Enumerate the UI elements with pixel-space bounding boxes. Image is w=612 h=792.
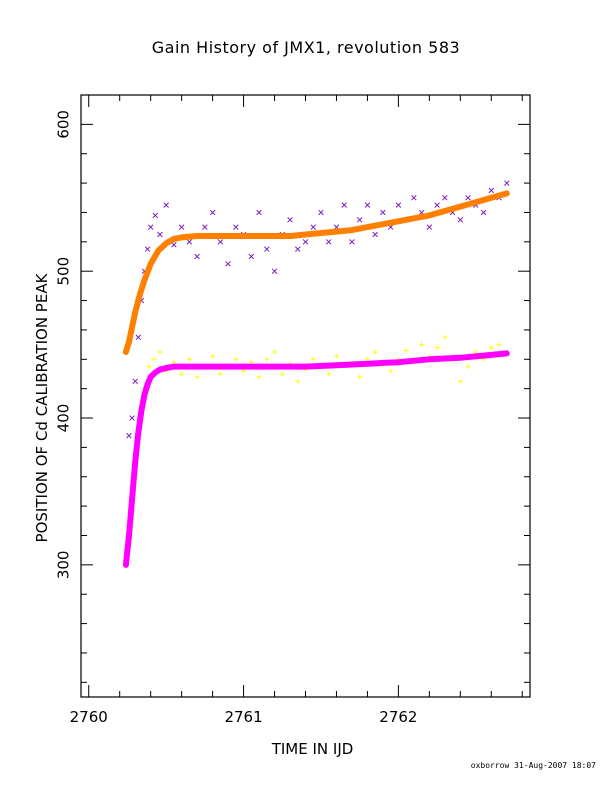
data-point-x (157, 231, 163, 238)
data-point-x (442, 195, 448, 201)
data-point-x (186, 239, 193, 245)
x-tick-label: 2761 (224, 708, 262, 726)
data-point-plus (442, 334, 448, 340)
data-point-x (144, 246, 151, 252)
data-point-x (178, 224, 185, 230)
data-point-x (264, 246, 270, 252)
data-point-plus (279, 371, 285, 377)
data-point-plus (388, 368, 394, 374)
x-tick-label: 2762 (379, 708, 417, 726)
data-point-plus (194, 374, 200, 380)
data-point-x (126, 432, 132, 439)
data-point-x (411, 195, 417, 201)
data-point-x (310, 224, 316, 230)
data-point-plus (256, 374, 262, 380)
data-point-plus (264, 356, 270, 362)
data-point-x (372, 231, 378, 238)
data-point-plus (272, 349, 277, 355)
data-point-x (194, 253, 200, 260)
data-point-plus (419, 342, 425, 348)
data-point-x (152, 212, 159, 219)
y-tick-label: 500 (55, 257, 73, 286)
data-point-x (147, 224, 154, 230)
data-point-x (356, 217, 363, 223)
data-point-plus (326, 371, 332, 377)
data-point-plus (496, 342, 502, 348)
x-axis-label: TIME IN IJD (271, 740, 354, 758)
data-point-plus (457, 378, 463, 384)
data-point-x (295, 246, 301, 252)
plot-frame (80, 94, 531, 698)
data-point-x (248, 253, 255, 260)
data-point-x (163, 202, 169, 208)
y-axis-label: POSITION OF Cd CALIBRATION PEAK (33, 273, 51, 543)
x-tick-label: 2760 (70, 708, 108, 726)
data-point-x (434, 202, 440, 208)
data-point-plus (179, 371, 185, 377)
data-point-x (129, 415, 135, 421)
data-point-x (135, 334, 142, 341)
data-point-plus (233, 356, 239, 362)
data-point-x (457, 217, 464, 223)
data-point-x (504, 180, 510, 186)
data-point-plus (217, 371, 223, 377)
data-point-plus (434, 345, 440, 350)
data-point-x (287, 217, 293, 223)
data-point-plus (210, 353, 216, 359)
footer-stamp: oxborrow 31-Aug-2007 18:07 (470, 761, 596, 770)
data-point-x (364, 202, 371, 208)
data-point-x (302, 239, 309, 245)
data-point-x (225, 261, 231, 267)
data-point-x (341, 202, 347, 208)
fit-curve-2 (122, 190, 510, 355)
data-point-x (325, 239, 332, 245)
data-point-x (380, 209, 386, 216)
data-point-x (465, 195, 471, 201)
data-point-x (318, 209, 324, 216)
data-point-plus (357, 374, 363, 380)
data-point-plus (186, 356, 192, 362)
data-point-plus (488, 345, 494, 350)
data-point-x (202, 224, 208, 230)
data-point-plus (334, 353, 339, 359)
data-point-x (488, 187, 495, 194)
data-point-plus (465, 364, 471, 370)
data-point-x (426, 224, 433, 230)
data-point-plus (403, 348, 409, 353)
data-point-x (256, 209, 262, 216)
data-point-plus (146, 364, 152, 370)
y-tick-label: 300 (55, 551, 73, 580)
y-tick-label: 400 (55, 404, 73, 433)
chart-title: Gain History of JMX1, revolution 583 (151, 38, 461, 57)
y-tick-label: 600 (55, 110, 73, 139)
data-point-plus (310, 356, 316, 362)
data-point-x (271, 268, 278, 274)
data-point-x (132, 378, 138, 385)
data-point-plus (151, 356, 157, 362)
data-point-x (480, 209, 487, 216)
data-point-x (349, 239, 355, 245)
data-point-x (209, 209, 216, 216)
data-point-plus (157, 349, 163, 355)
data-point-x (233, 224, 239, 230)
data-point-plus (295, 378, 301, 384)
data-point-x (217, 239, 224, 245)
data-point-plus (372, 349, 378, 355)
fit-curve-3 (122, 350, 510, 568)
data-point-x (395, 202, 402, 208)
